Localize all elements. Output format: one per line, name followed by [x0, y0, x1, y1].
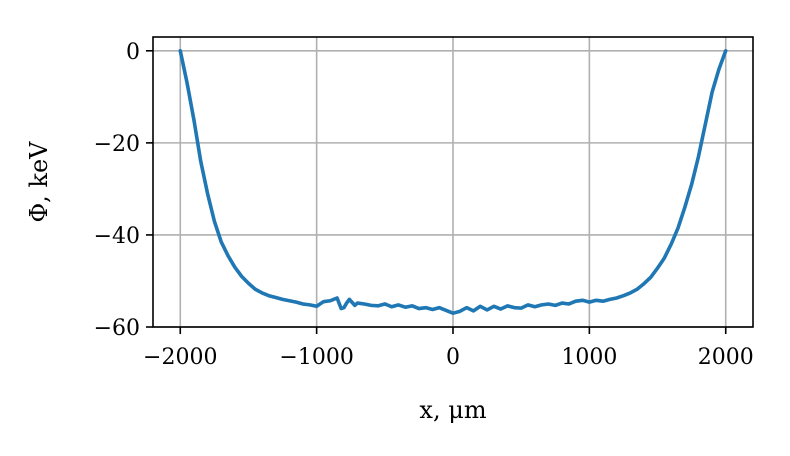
series-line — [178, 49, 728, 315]
y-axis-label: Φ, keV — [25, 141, 53, 223]
x-tick-label: −1000 — [279, 345, 353, 370]
series-layer — [178, 49, 728, 315]
x-tick-label: 0 — [446, 345, 460, 370]
grid — [153, 37, 753, 328]
y-tick-label: −60 — [94, 316, 140, 341]
x-tick-label: 1000 — [561, 345, 617, 370]
x-axis-label: x, μm — [419, 396, 486, 424]
y-tick-label: −40 — [94, 224, 140, 249]
x-tick-label: 2000 — [698, 345, 754, 370]
x-tick-label: −2000 — [143, 345, 217, 370]
y-axis-ticks: 0 −20 −40 −60 — [94, 40, 153, 341]
x-axis-ticks: −2000 −1000 0 1000 2000 — [143, 327, 754, 370]
y-tick-label: −20 — [94, 132, 140, 157]
y-tick-label: 0 — [126, 40, 140, 65]
